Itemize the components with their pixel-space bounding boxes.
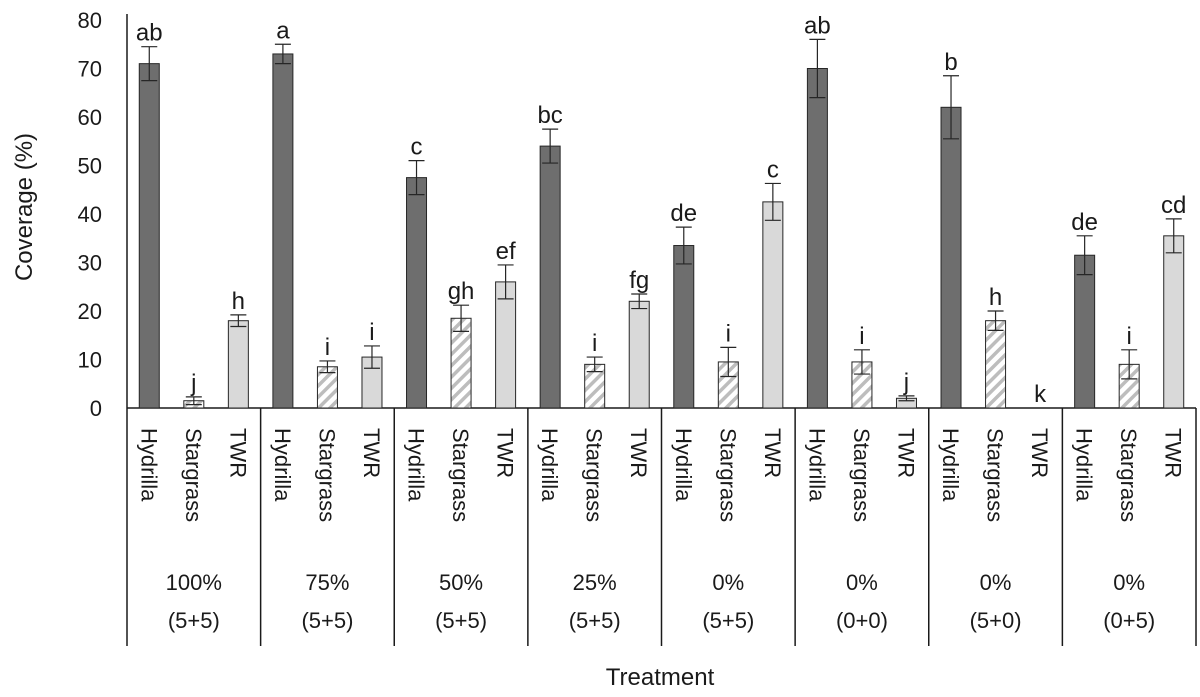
category-label-hydrilla: Hydrilla xyxy=(136,428,161,502)
significance-letter: c xyxy=(767,156,779,183)
significance-letter: i xyxy=(592,330,597,357)
significance-letter: ef xyxy=(496,238,516,265)
category-label-twr: TWR xyxy=(626,428,651,478)
axes xyxy=(126,14,1197,646)
category-label-twr: TWR xyxy=(893,428,918,478)
category-label-twr: TWR xyxy=(359,428,384,478)
bar-hydrilla xyxy=(806,68,828,409)
significance-letter: fg xyxy=(629,267,649,294)
bar-twr xyxy=(495,281,517,409)
significance-letter: de xyxy=(670,200,697,227)
bar-hydrilla xyxy=(940,106,962,409)
group-label-ratio: (0+0) xyxy=(836,608,888,633)
group-label-percent: 0% xyxy=(846,570,878,595)
category-label-stargrass: Stargrass xyxy=(849,428,874,522)
category-label-twr: TWR xyxy=(1161,428,1186,478)
bar-hydrilla xyxy=(1074,254,1096,409)
significance-letter: i xyxy=(1127,323,1132,350)
x-axis-title: Treatment xyxy=(606,664,715,691)
significance-letter: k xyxy=(1034,381,1047,408)
category-label-hydrilla: Hydrilla xyxy=(537,428,562,502)
significance-letter: j xyxy=(190,370,196,397)
group-label-percent: 100% xyxy=(166,570,222,595)
y-tick-label: 30 xyxy=(78,251,102,276)
bar-stargrass xyxy=(985,320,1007,409)
category-label-hydrilla: Hydrilla xyxy=(671,428,696,502)
y-tick-label: 10 xyxy=(78,348,102,373)
significance-letter: bc xyxy=(537,102,562,129)
significance-letter: i xyxy=(859,323,864,350)
category-label-stargrass: Stargrass xyxy=(1116,428,1141,522)
group-label-ratio: (5+5) xyxy=(301,608,353,633)
significance-letter: gh xyxy=(448,278,475,305)
category-label-twr: TWR xyxy=(225,428,250,478)
category-label-stargrass: Stargrass xyxy=(582,428,607,522)
group-label-ratio: (5+0) xyxy=(970,608,1022,633)
bar-hydrilla xyxy=(406,177,428,409)
bar-hydrilla xyxy=(272,53,294,409)
group-label-ratio: (5+5) xyxy=(702,608,754,633)
group-label-percent: 50% xyxy=(439,570,483,595)
category-label-stargrass: Stargrass xyxy=(448,428,473,522)
category-label-twr: TWR xyxy=(493,428,518,478)
significance-letter: de xyxy=(1071,209,1098,236)
y-tick-label: 60 xyxy=(78,105,102,130)
group-label-ratio: (5+5) xyxy=(168,608,220,633)
y-tick-label: 50 xyxy=(78,154,102,179)
bars-layer xyxy=(138,38,1185,409)
significance-letter: ab xyxy=(804,12,831,39)
bar-twr xyxy=(628,300,650,409)
significance-letter: i xyxy=(325,334,330,361)
significance-letter: ab xyxy=(136,20,163,47)
significance-letter: h xyxy=(232,288,245,315)
category-label-hydrilla: Hydrilla xyxy=(1072,428,1097,502)
significance-letter: h xyxy=(989,284,1002,311)
group-label-percent: 75% xyxy=(305,570,349,595)
bar-twr xyxy=(1163,235,1185,409)
category-label-stargrass: Stargrass xyxy=(983,428,1008,522)
category-label-stargrass: Stargrass xyxy=(181,428,206,522)
significance-letter: a xyxy=(276,17,290,44)
group-label-percent: 0% xyxy=(712,570,744,595)
category-label-hydrilla: Hydrilla xyxy=(270,428,295,502)
group-label-percent: 0% xyxy=(1113,570,1145,595)
bar-hydrilla xyxy=(673,245,695,409)
category-label-twr: TWR xyxy=(760,428,785,478)
group-label-percent: 0% xyxy=(980,570,1012,595)
significance-letter: cd xyxy=(1161,192,1186,219)
bar-twr xyxy=(227,320,249,409)
significance-letter: c xyxy=(411,134,423,161)
significance-letter: b xyxy=(944,49,957,76)
y-tick-label: 40 xyxy=(78,202,102,227)
group-label-percent: 25% xyxy=(573,570,617,595)
bar-hydrilla xyxy=(539,145,561,409)
bar-twr xyxy=(762,201,784,409)
y-axis-title: Coverage (%) xyxy=(11,133,38,281)
category-label-hydrilla: Hydrilla xyxy=(938,428,963,502)
group-label-ratio: (0+5) xyxy=(1103,608,1155,633)
category-label-hydrilla: Hydrilla xyxy=(404,428,429,502)
group-label-ratio: (5+5) xyxy=(569,608,621,633)
category-label-stargrass: Stargrass xyxy=(715,428,740,522)
category-label-twr: TWR xyxy=(1027,428,1052,478)
category-label-hydrilla: Hydrilla xyxy=(804,428,829,502)
y-tick-label: 20 xyxy=(78,299,102,324)
labels-layer: 100%(5+5)abHydrillajStargrasshTWR75%(5+5… xyxy=(136,12,1186,633)
y-tick-label: 0 xyxy=(90,396,102,421)
y-axis-ticks: 0 10 20 30 40 50 60 70 80 xyxy=(78,8,102,421)
significance-letter: j xyxy=(903,369,909,396)
group-label-ratio: (5+5) xyxy=(435,608,487,633)
category-label-stargrass: Stargrass xyxy=(314,428,339,522)
y-tick-label: 80 xyxy=(78,8,102,33)
bar-hydrilla xyxy=(138,63,160,409)
significance-letter: i xyxy=(369,319,374,346)
y-tick-label: 70 xyxy=(78,57,102,82)
significance-letter: i xyxy=(726,320,731,347)
